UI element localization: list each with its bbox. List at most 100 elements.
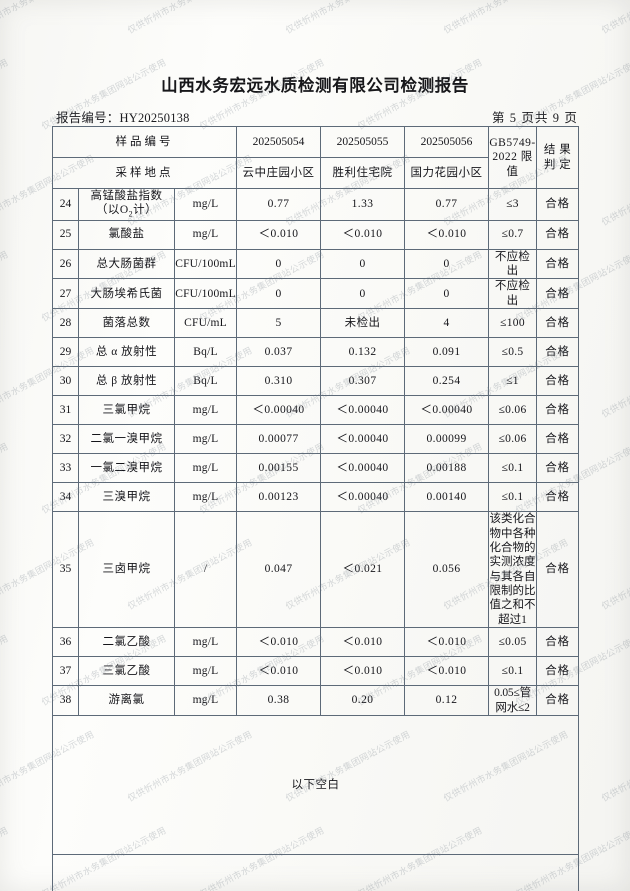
analyte-unit: mg/L	[173, 656, 238, 687]
limit-value: ≤100	[488, 308, 538, 339]
header-result-line1: 结 果	[543, 144, 572, 157]
result-judgement: 合格	[536, 248, 580, 280]
empty-area	[51, 853, 580, 891]
header-sample-no-label: 样品编号	[51, 126, 238, 158]
value-sample-2: ＜0.010	[320, 219, 406, 250]
watermark-text: 仅供忻州市水务集团网站公示使用	[599, 537, 630, 612]
result-judgement: 合格	[536, 627, 580, 658]
row-index: 30	[52, 366, 79, 397]
table-row: 31 三氯甲烷 mg/L ＜0.00040 ＜0.00040 ＜0.00040 ≤0.06 合…	[52, 395, 580, 426]
value-sample-2: ＜0.00040	[320, 482, 406, 513]
value-sample-2: 1.33	[320, 188, 406, 221]
analyte-name: 三氯甲烷	[78, 395, 175, 426]
value-sample-1: 0.037	[236, 337, 322, 368]
value-sample-3: 0.12	[404, 685, 490, 716]
value-sample-3: ＜0.010	[404, 656, 490, 687]
value-sample-2: 0	[320, 278, 406, 310]
limit-value: 0.05≤管网水≤2	[488, 685, 538, 716]
analyte-unit: mg/L	[173, 424, 238, 455]
analyte-unit: mg/L	[173, 188, 238, 221]
value-sample-1: 0.047	[236, 511, 322, 629]
value-sample-1: 0.00155	[236, 453, 322, 484]
watermark-text: 仅供忻州市水务集团网站公示使用	[0, 633, 10, 708]
value-sample-2: 未检出	[320, 308, 406, 339]
table-row: 24 高锰酸盐指数 （以O2计） mg/L 0.77 1.33 0.77 ≤3 合格	[52, 188, 580, 221]
analyte-name: 二氯乙酸	[78, 627, 175, 658]
analyte-name: 大肠埃希氏菌	[78, 278, 175, 310]
analyte-name: 三氯乙酸	[78, 656, 175, 687]
value-sample-2: ＜0.021	[320, 511, 406, 629]
analyte-name: 总大肠菌群	[78, 248, 175, 280]
limit-value: ≤3	[488, 188, 538, 221]
table-row: 26 总大肠菌群 CFU/100mL 0 0 0 不应检出 合格	[52, 248, 580, 280]
value-sample-2: 0.20	[320, 685, 406, 716]
blank-note-row: 以下空白	[51, 714, 580, 855]
value-sample-3: 0.254	[404, 366, 490, 397]
results-table: 样品编号 202505054 202505055 202505056 GB574…	[51, 126, 580, 891]
analyte-name: 二氯一溴甲烷	[78, 424, 175, 455]
result-judgement: 合格	[536, 278, 580, 310]
table-row: 29 总 α 放射性 Bq/L 0.037 0.132 0.091 ≤0.5 合格	[52, 337, 580, 368]
watermark-text: 仅供忻州市水务集团网站公示使用	[0, 441, 10, 516]
analyte-unit: mg/L	[173, 219, 238, 250]
row-index: 37	[52, 656, 79, 687]
value-sample-3: 0	[404, 248, 490, 280]
analyte-unit: mg/L	[173, 482, 238, 513]
result-judgement: 合格	[536, 188, 580, 221]
value-sample-2: ＜0.010	[320, 627, 406, 658]
value-sample-2: 0.307	[320, 366, 406, 397]
table-row: 28 菌落总数 CFU/mL 5 未检出 4 ≤100 合格	[52, 308, 580, 339]
header-limit: GB5749- 2022 限值	[488, 126, 538, 189]
table-row: 36 二氯乙酸 mg/L ＜0.010 ＜0.010 ＜0.010 ≤0.05 合格	[52, 627, 580, 658]
value-sample-1: 5	[236, 308, 322, 339]
row-index: 26	[52, 248, 79, 280]
analyte-name: 氯酸盐	[78, 219, 175, 250]
result-judgement: 合格	[536, 366, 580, 397]
value-sample-2: ＜0.00040	[320, 395, 406, 426]
watermark-text: 仅供忻州市水务集团网站公示使用	[441, 0, 570, 36]
header-site-3: 国力花园小区	[404, 157, 490, 189]
empty-area-row	[51, 853, 580, 891]
value-sample-2: 0	[320, 248, 406, 280]
watermark-text: 仅供忻州市水务集团网站公示使用	[599, 345, 630, 420]
analyte-unit: mg/L	[173, 453, 238, 484]
value-sample-2: 0.132	[320, 337, 406, 368]
value-sample-3: ＜0.010	[404, 219, 490, 250]
analyte-unit: Bq/L	[173, 337, 238, 368]
result-judgement: 合格	[536, 308, 580, 339]
value-sample-1: 0	[236, 248, 322, 280]
result-judgement: 合格	[536, 482, 580, 513]
value-sample-2: ＜0.00040	[320, 424, 406, 455]
value-sample-1: ＜0.010	[236, 219, 322, 250]
table-head: 样品编号 202505054 202505055 202505056 GB574…	[51, 126, 580, 189]
result-judgement: 合格	[536, 424, 580, 455]
limit-value: 不应检出	[488, 248, 538, 280]
analyte-unit: CFU/100mL	[173, 248, 238, 280]
row-index: 36	[52, 627, 79, 658]
header-limit-line2: 2022 限值	[492, 151, 533, 178]
table-row: 30 总 β 放射性 Bq/L 0.310 0.307 0.254 ≤1 合格	[52, 366, 580, 397]
watermark-text: 仅供忻州市水务集团网站公示使用	[599, 153, 630, 228]
row-index: 31	[52, 395, 79, 426]
analyte-name: 三溴甲烷	[78, 482, 175, 513]
table-row: 38 游离氯 mg/L 0.38 0.20 0.12 0.05≤管网水≤2 合格	[52, 685, 580, 716]
watermark-text: 仅供忻州市水务集团网站公示使用	[0, 249, 10, 324]
analyte-name: 游离氯	[78, 685, 175, 716]
result-judgement: 合格	[536, 395, 580, 426]
analyte-unit: mg/L	[173, 685, 238, 716]
limit-value: ≤0.1	[488, 453, 538, 484]
value-sample-3: 0.77	[404, 188, 490, 221]
analyte-unit: CFU/mL	[173, 308, 238, 339]
value-sample-1: ＜0.010	[236, 656, 322, 687]
row-index: 33	[52, 453, 79, 484]
table-row: 37 三氯乙酸 mg/L ＜0.010 ＜0.010 ＜0.010 ≤0.1 合格	[52, 656, 580, 687]
row-index: 34	[52, 482, 79, 513]
limit-value: 该类化合物中各种化合物的实测浓度与其各自限制的比值之和不超过1	[488, 511, 538, 629]
value-sample-3: 0.00099	[404, 424, 490, 455]
limit-value: ≤0.1	[488, 482, 538, 513]
limit-value: ≤0.06	[488, 395, 538, 426]
value-sample-1: ＜0.00040	[236, 395, 322, 426]
watermark-text: 仅供忻州市水务集团网站公示使用	[0, 825, 10, 891]
limit-value: ≤0.1	[488, 656, 538, 687]
